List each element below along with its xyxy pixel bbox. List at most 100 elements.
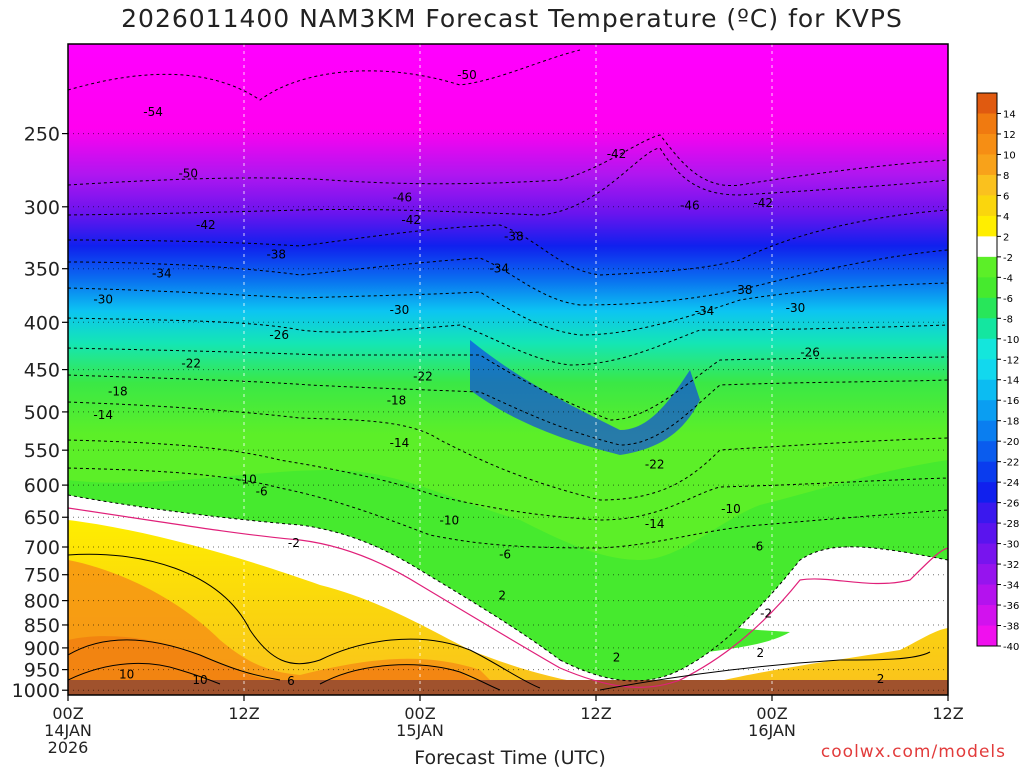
contour-label: 2 [613,651,621,665]
contour-labels: -54 -50 -50 -46 -46 -42 -42 -42 -42 -38 -38 -38 -34 -… [93,68,884,688]
contour-label: -34 [489,262,509,276]
colorbar-cell [977,256,997,278]
colorbar-cell [977,564,997,586]
contour-label: -30 [390,303,410,317]
contour-line-minus38 [68,209,948,276]
colorbar-label: -38 [1003,622,1019,633]
contour-line-minus42 [68,147,948,216]
x-tick-label: 00Z [756,704,787,723]
contour-line-2 [559,546,948,682]
contour-line-minus50 [68,49,581,101]
y-tick-label: 300 [24,197,60,219]
x-tick-date: 16JAN [748,721,796,740]
contour-line-minus6 [68,467,948,549]
y-axis: 2503003504004505005506006507007508008509… [12,124,68,702]
colorbar-label: -8 [1003,314,1013,325]
contour-label: -34 [152,266,172,280]
contour-label: -14 [93,408,113,422]
contour-label: -18 [108,384,128,398]
contour-label: -42 [753,196,773,210]
x-tick-year: 2026 [48,738,89,757]
y-tick-label: 600 [24,475,60,497]
warm-contour-lines [68,553,931,691]
colorbar-cell [977,215,997,237]
y-tick-label: 750 [24,565,60,587]
contour-label: -22 [645,458,665,472]
x-tick-label: 12Z [580,704,611,723]
colorbar-label: -36 [1003,601,1019,612]
y-tick-label: 250 [24,124,60,146]
contour-label: 2 [877,672,885,686]
y-tick-label: 450 [24,360,60,382]
ground-strip [68,680,948,695]
contour-line-10-mid [319,664,501,691]
contour-line-minus14 [68,401,948,501]
colorbar-cell [977,338,997,360]
colorbar-cell [977,236,997,258]
y-tick-label: 350 [24,259,60,281]
contour-line-minus46 [68,134,948,187]
colorbar-label: -40 [1003,642,1019,653]
contour-label: 10 [192,673,207,687]
colorbar-label: 10 [1003,150,1016,161]
colorbar-label: 14 [1003,109,1016,120]
contour-line-minus2 [68,494,561,661]
x-tick-label: 12Z [932,704,963,723]
contour-label: -6 [256,485,268,499]
contour-label: -2 [288,536,300,550]
contour-label: -10 [237,473,257,487]
warm-core-inner [68,636,280,690]
y-tick-label: 700 [24,537,60,559]
contour-line-minus34 [68,249,948,306]
contour-label: -2 [760,606,772,620]
colorbar-cell [977,93,997,114]
x-tick-date: 15JAN [396,721,444,740]
y-tick-label: 1000 [12,680,60,702]
contour-label: -54 [143,105,163,119]
contour-label: 2 [498,589,506,603]
colorbar-cell [977,543,997,565]
x-tick-label: 12Z [228,704,259,723]
cold-trough-shading [470,340,700,455]
colorbar-cell [977,400,997,422]
colorbar-cell [977,625,997,647]
contour-label: -46 [393,190,413,204]
colorbar: 14 12 10 8 6 4 2 -2 -4 -6 -8 -10 -12 -14 -16 -18 -20 -22 -… [976,92,1019,653]
contour-label: -42 [607,147,627,161]
colorbar-cell [977,154,997,176]
contour-label: -10 [721,502,741,516]
contour-label: -38 [733,283,753,297]
colorbar-cell [977,461,997,483]
contour-line-14 [68,663,221,685]
contour-line-minus18 [68,374,948,446]
colorbar-label: -18 [1003,417,1019,428]
contour-label: -18 [387,394,407,408]
y-tick-label: 850 [24,615,60,637]
contour-label: -34 [695,304,715,318]
colorbar-cell [977,482,997,504]
colorbar-label: -10 [1003,335,1019,346]
contour-line-10 [68,639,281,681]
colorbar-label: -12 [1003,355,1019,366]
colorbar-cell [977,359,997,381]
y-tick-label: 500 [24,402,60,424]
colorbar-label: -14 [1003,376,1019,387]
colorbar-label: 6 [1003,191,1009,202]
colorbar-label: 8 [1003,171,1009,182]
colorbar-label: -28 [1003,519,1019,530]
contour-label: -22 [181,356,201,370]
colorbar-cell [977,318,997,340]
colorbar-label: -20 [1003,437,1019,448]
chart-title: 2026011400 NAM3KM Forecast Temperature (… [121,4,903,33]
colorbar-cell [977,297,997,319]
contour-label: -14 [390,436,410,450]
x-tick-label: 00Z [52,704,83,723]
contour-label: 6 [287,674,295,688]
colorbar-label: -6 [1003,294,1013,305]
contour-label: -38 [504,229,524,243]
colorbar-label: 2 [1003,232,1009,243]
colorbar-label: -34 [1003,581,1019,592]
contour-label: -50 [457,68,477,82]
